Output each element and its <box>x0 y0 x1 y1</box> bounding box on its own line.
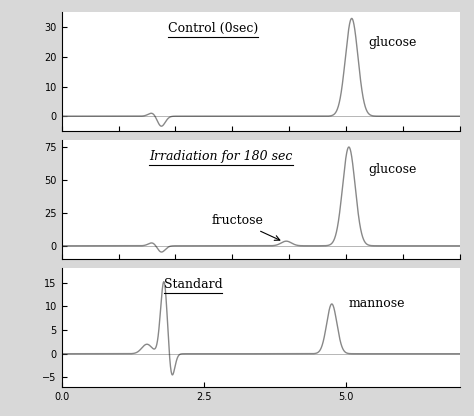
Text: Standard: Standard <box>164 278 222 291</box>
Text: fructose: fructose <box>212 214 280 240</box>
Text: glucose: glucose <box>369 163 417 176</box>
Text: Control (0sec): Control (0sec) <box>168 22 258 35</box>
Text: mannose: mannose <box>349 297 405 310</box>
Text: Irradiation for 180 sec: Irradiation for 180 sec <box>149 150 292 163</box>
Text: glucose: glucose <box>369 36 417 49</box>
